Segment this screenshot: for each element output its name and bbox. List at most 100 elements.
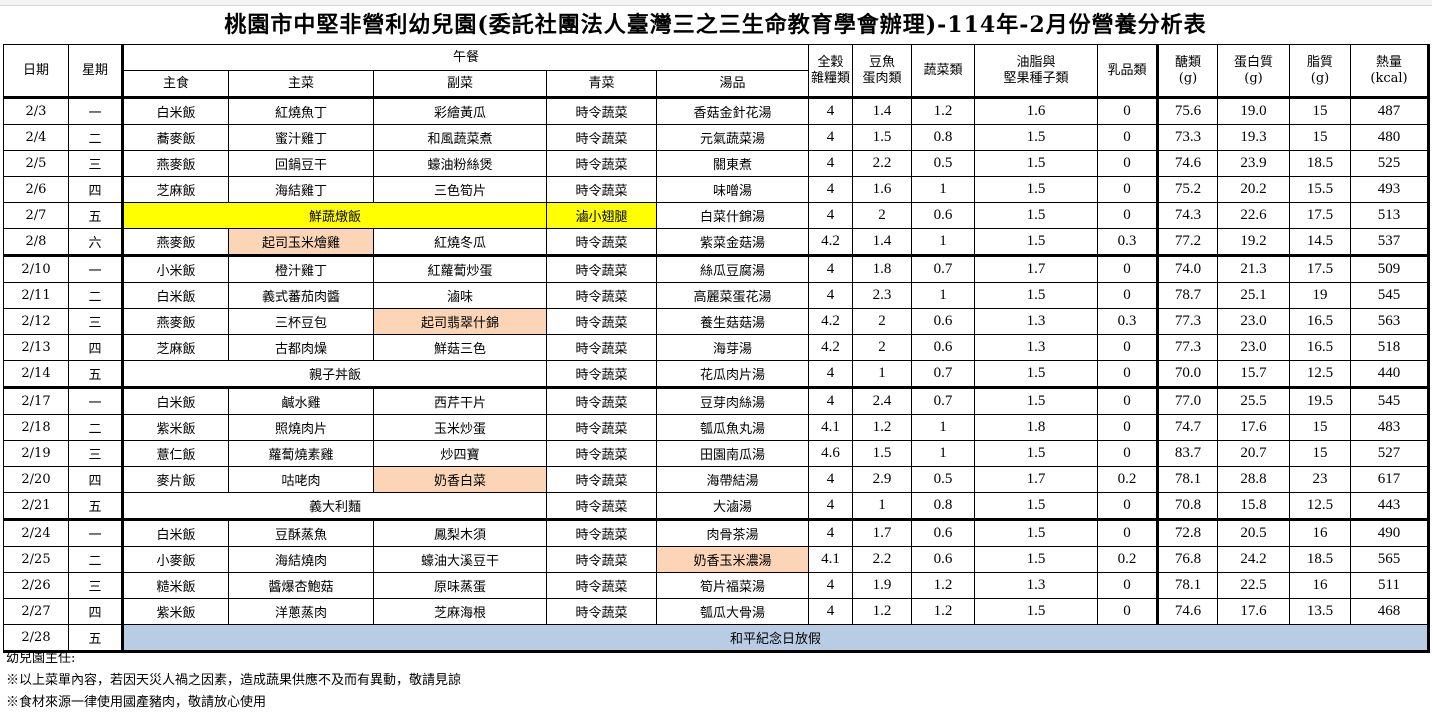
soup-cell: 瓠瓜大骨湯 — [656, 598, 809, 625]
table-row: 2/28 五和平紀念日放假 — [3, 624, 1430, 653]
oils-cell: 1.5 — [974, 440, 1098, 467]
protein-cell: 17.6 — [1217, 414, 1290, 441]
carbs-cell: 83.7 — [1156, 440, 1218, 467]
oils-cell: 1.5 — [974, 150, 1098, 177]
oils-cell: 1.7 — [974, 255, 1098, 283]
oils-cell: 1.5 — [974, 228, 1098, 257]
side-dish-cell: 芝麻海根 — [373, 598, 547, 625]
greens-cell: 時令蔬菜 — [546, 150, 657, 177]
date-cell: 2/4 — [3, 124, 69, 151]
oils-cell: 1.5 — [974, 519, 1098, 547]
grains-cell: 4.6 — [808, 440, 853, 467]
protein-cell: 23.9 — [1217, 150, 1290, 177]
staple-cell: 小麥飯 — [121, 546, 229, 573]
oils-cell: 1.3 — [974, 308, 1098, 335]
side-dish-cell: 三色筍片 — [373, 176, 547, 203]
fat-cell: 13.5 — [1289, 598, 1351, 625]
vegetables-cell: 1 — [911, 414, 975, 441]
staple-cell: 小米飯 — [121, 255, 229, 283]
date-cell: 2/6 — [3, 176, 69, 203]
carbs-cell: 75.2 — [1156, 176, 1218, 203]
dairy-cell: 0 — [1097, 360, 1158, 389]
staple-cell: 燕麥飯 — [121, 150, 229, 177]
dairy-cell: 0 — [1097, 255, 1158, 283]
protein-group-cell: 1 — [852, 492, 912, 521]
fat-cell: 16 — [1289, 572, 1351, 599]
dairy-cell: 0 — [1097, 572, 1158, 599]
main-dish-cell: 鹹水雞 — [228, 387, 374, 415]
date-cell: 2/8 — [3, 228, 69, 257]
dairy-cell: 0 — [1097, 440, 1158, 467]
dairy-cell: 0 — [1097, 282, 1158, 309]
grains-cell: 4 — [808, 492, 853, 521]
grains-cell: 4 — [808, 572, 853, 599]
protein-group-cell: 1.2 — [852, 598, 912, 625]
soup-cell: 奶香玉米濃湯 — [656, 546, 809, 573]
carbs-cell: 77.3 — [1156, 334, 1218, 361]
protein-group-cell: 1.9 — [852, 572, 912, 599]
weekday-cell: 五 — [68, 492, 123, 521]
vegetables-cell: 0.6 — [911, 519, 975, 547]
vegetables-cell: 0.5 — [911, 466, 975, 493]
side-dish-cell: 彩繪黃瓜 — [373, 97, 547, 125]
protein-group-cell: 2.9 — [852, 466, 912, 493]
carbs-cell: 72.8 — [1156, 519, 1218, 547]
weekday-cell: 二 — [68, 546, 123, 573]
date-cell: 2/25 — [3, 546, 69, 573]
weekday-cell: 一 — [68, 519, 123, 547]
dairy-cell: 0 — [1097, 598, 1158, 625]
fat-cell: 15 — [1289, 440, 1351, 467]
protein-cell: 15.7 — [1217, 360, 1290, 389]
fat-cell: 16.5 — [1289, 308, 1351, 335]
dairy-cell: 0 — [1097, 202, 1158, 229]
fat-cell: 15 — [1289, 414, 1351, 441]
staple-cell: 芝麻飯 — [121, 176, 229, 203]
fat-cell: 16 — [1289, 519, 1351, 547]
protein-cell: 19.2 — [1217, 228, 1290, 257]
calories-cell: 525 — [1350, 150, 1430, 177]
oils-cell: 1.5 — [974, 598, 1098, 625]
vegetables-cell: 1.2 — [911, 97, 975, 125]
main-dish-cell: 咕咾肉 — [228, 466, 374, 493]
calories-cell: 537 — [1350, 228, 1430, 257]
dairy-cell: 0 — [1097, 334, 1158, 361]
table-row: 2/18 二紫米飯 照燒肉片 玉米炒蛋 時令蔬菜 瓠瓜魚丸湯 4.1 1.2 1 1.8 0 74.7… — [3, 414, 1430, 441]
header-soup: 湯品 — [656, 70, 809, 98]
carbs-cell: 75.6 — [1156, 97, 1218, 125]
dairy-cell: 0 — [1097, 176, 1158, 203]
vegetables-cell: 0.8 — [911, 492, 975, 521]
greens-cell: 時令蔬菜 — [546, 414, 657, 441]
calories-cell: 509 — [1350, 255, 1430, 283]
grains-cell: 4 — [808, 255, 853, 283]
fat-cell: 16.5 — [1289, 334, 1351, 361]
page-title: 桃園市中堅非營利幼兒園(委託社團法人臺灣三之三生命教育學會辦理)-114年-2月… — [224, 12, 1207, 38]
header-grains: 全穀 雜糧類 — [808, 44, 853, 98]
carbs-cell: 74.6 — [1156, 598, 1218, 625]
oils-cell: 1.5 — [974, 546, 1098, 573]
grains-cell: 4 — [808, 202, 853, 229]
protein-cell: 15.8 — [1217, 492, 1290, 521]
table-row: 2/5 三燕麥飯 回鍋豆干 蠔油粉絲煲 時令蔬菜 關東煮 4 2.2 0.5 1.5 0 74.6 23… — [3, 150, 1430, 177]
header-dairy: 乳品類 — [1097, 44, 1158, 98]
staple-cell: 糙米飯 — [121, 572, 229, 599]
main-dish-cell: 照燒肉片 — [228, 414, 374, 441]
soup-cell: 肉骨茶湯 — [656, 519, 809, 547]
greens-cell: 滷小翅腿 — [546, 202, 657, 229]
grains-cell: 4 — [808, 124, 853, 151]
carbs-cell: 74.0 — [1156, 255, 1218, 283]
date-cell: 2/19 — [3, 440, 69, 467]
dairy-cell: 0 — [1097, 97, 1158, 125]
greens-cell: 時令蔬菜 — [546, 598, 657, 625]
vegetables-cell: 0.7 — [911, 360, 975, 389]
main-dish-cell: 蜜汁雞丁 — [228, 124, 374, 151]
main-dish-cell: 洋蔥蒸肉 — [228, 598, 374, 625]
main-dish-cell: 紅燒魚丁 — [228, 97, 374, 125]
vegetables-cell: 0.8 — [911, 124, 975, 151]
oils-cell: 1.5 — [974, 282, 1098, 309]
weekday-cell: 一 — [68, 387, 123, 415]
grains-cell: 4 — [808, 466, 853, 493]
weekday-cell: 二 — [68, 282, 123, 309]
weekday-cell: 四 — [68, 334, 123, 361]
soup-cell: 大滷湯 — [656, 492, 809, 521]
greens-cell: 時令蔬菜 — [546, 255, 657, 283]
